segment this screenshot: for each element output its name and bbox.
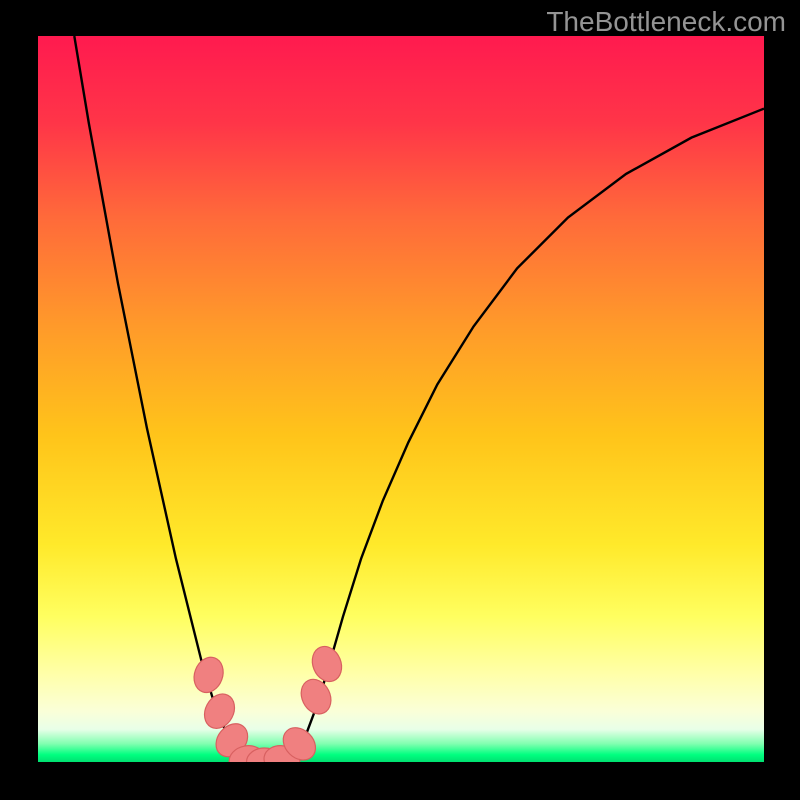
chart-svg xyxy=(0,0,800,800)
watermark-text: TheBottleneck.com xyxy=(546,6,786,38)
bottleneck-chart: TheBottleneck.com xyxy=(0,0,800,800)
plot-background xyxy=(38,36,764,762)
